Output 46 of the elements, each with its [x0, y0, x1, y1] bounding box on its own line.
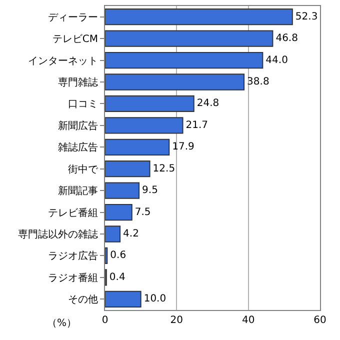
bar [105, 117, 184, 134]
data-label: 21.7 [186, 120, 208, 131]
bar [105, 226, 121, 242]
y-tick-label: その他 [68, 294, 98, 306]
data-label: 38.8 [247, 76, 270, 88]
x-axis-title: （%） [47, 318, 77, 329]
data-label: 52.3 [295, 11, 318, 22]
data-label: 0.4 [109, 272, 126, 283]
bar [105, 138, 170, 156]
y-tick-label: 雑誌広告 [58, 142, 98, 154]
data-label: 0.6 [110, 250, 126, 262]
bar [105, 204, 132, 221]
y-tick-label: 口コミ [68, 99, 98, 110]
y-tick-label: インターネット [28, 56, 98, 67]
bar [105, 290, 142, 308]
y-tick-label: ラジオ広告 [48, 250, 98, 262]
bar [105, 247, 108, 264]
y-tick-label: 新聞記事 [58, 185, 98, 198]
x-tick-label: 40 [242, 315, 255, 326]
y-tick-label: ディーラー [48, 12, 98, 24]
y-tick-label: 専門誌以外の雑誌 [18, 228, 98, 240]
bar [105, 95, 194, 112]
x-tick-label: 60 [314, 315, 326, 326]
y-tick-label: テレビCM [52, 34, 98, 46]
bar [105, 30, 274, 47]
data-label: 44.0 [266, 54, 288, 66]
y-tick-label: 新聞広告 [58, 120, 98, 132]
x-tick-label: 0 [102, 315, 108, 326]
data-label: 24.8 [196, 98, 220, 110]
data-label: 4.2 [123, 228, 139, 240]
data-label: 9.5 [142, 185, 158, 196]
data-label: 46.8 [276, 33, 298, 44]
x-tick-label: 20 [170, 315, 184, 326]
bar [105, 182, 140, 199]
bar [105, 8, 293, 26]
bar [105, 74, 245, 90]
data-label: 10.0 [144, 294, 166, 305]
bar [105, 160, 150, 178]
y-tick-label: 専門雑誌 [58, 76, 98, 88]
y-tick-label: ラジオ番組 [48, 272, 98, 284]
bar [105, 52, 264, 69]
data-label: 12.5 [152, 163, 176, 174]
data-label: 7.5 [134, 206, 151, 218]
data-label: 17.9 [172, 142, 194, 153]
y-tick-label: テレビ番組 [48, 206, 98, 219]
y-tick-label: 街中で [68, 163, 99, 176]
